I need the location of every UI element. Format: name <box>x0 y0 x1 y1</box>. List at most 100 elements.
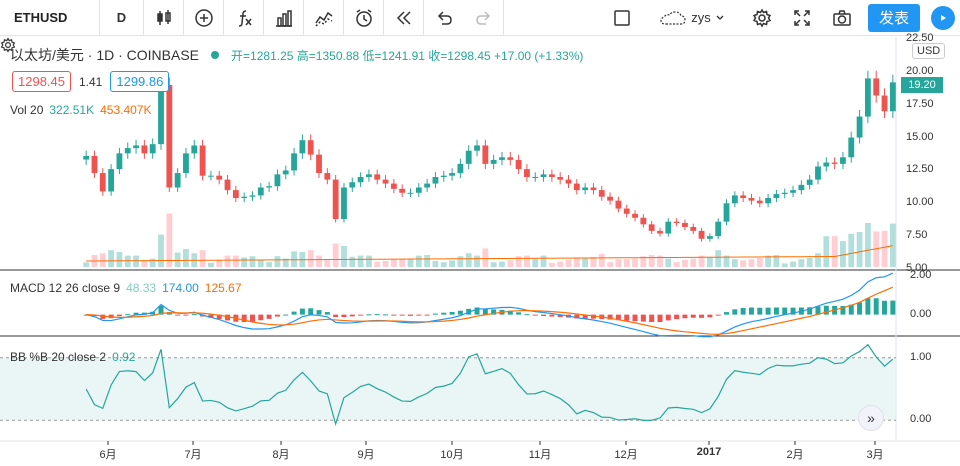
volume-bar <box>474 255 480 267</box>
chart-area[interactable]: 以太坊/美元 · 1D · COINBASE 开=1281.25 高=1350.… <box>0 32 960 466</box>
candle-body <box>424 183 431 188</box>
candle-body <box>831 162 838 164</box>
macd-histogram-bar <box>632 314 638 322</box>
candle-body <box>765 198 772 204</box>
macd-histogram-bar <box>873 298 879 315</box>
macd-histogram-bar <box>532 314 538 316</box>
candle-body <box>731 195 738 204</box>
macd-histogram-bar <box>482 308 488 315</box>
macd-histogram-bar <box>333 314 339 318</box>
volume-bar <box>507 260 514 267</box>
sell-button[interactable]: 1298.45 <box>12 71 71 92</box>
macd-histogram-bar <box>549 314 555 317</box>
bar-chart-icon[interactable] <box>264 0 304 36</box>
macd-histogram-bar <box>266 314 272 319</box>
volume-bar <box>141 260 148 267</box>
indicators-icon[interactable] <box>304 0 344 36</box>
scroll-to-realtime-button[interactable]: » <box>858 405 884 431</box>
symbol-search[interactable]: ETHUSD <box>0 0 100 36</box>
candles-icon[interactable] <box>144 0 184 36</box>
cloud-icon <box>660 10 686 25</box>
replay-icon[interactable] <box>384 0 424 36</box>
macd-histogram-bar <box>657 314 663 323</box>
play-button[interactable] <box>926 0 960 36</box>
chart-settings-gear-icon[interactable] <box>0 37 16 53</box>
macd-histogram-bar <box>324 312 330 315</box>
volume-bar <box>756 258 763 267</box>
macd-histogram-bar <box>432 313 438 315</box>
time-tick-label: 12月 <box>614 449 638 461</box>
candle-body <box>108 169 115 192</box>
candle-body <box>249 195 256 197</box>
macd-histogram-bar <box>341 314 347 318</box>
time-tick-label: 2月 <box>786 449 804 461</box>
camera-icon[interactable] <box>822 0 862 36</box>
macd-histogram-bar <box>474 307 480 315</box>
bb-tick-label: 0.00 <box>910 413 932 426</box>
macd-histogram-bar <box>241 314 247 323</box>
settings-gear-icon[interactable] <box>742 0 782 36</box>
volume-bar <box>524 255 530 267</box>
candle-body <box>199 145 206 176</box>
macd-histogram-bar <box>715 314 721 316</box>
candle-body <box>590 187 597 191</box>
fullscreen-box-icon[interactable] <box>602 0 642 36</box>
macd-histogram-bar <box>158 305 164 315</box>
interval-selector[interactable]: D <box>100 0 144 36</box>
volume-bar <box>557 261 564 267</box>
candle-body <box>216 175 223 180</box>
volume-bar <box>149 258 156 267</box>
buy-button[interactable]: 1299.86 <box>110 71 170 92</box>
candle-body <box>524 169 530 177</box>
candle-body <box>174 173 181 188</box>
volume-bar <box>632 258 638 267</box>
macd-histogram-bar <box>258 314 264 321</box>
volume-bar <box>133 255 139 267</box>
volume-bar <box>615 259 622 267</box>
candle-body <box>490 159 497 164</box>
candle-body <box>873 78 880 96</box>
candle-body <box>415 187 422 193</box>
price-tick-label: 7.50 <box>906 229 928 242</box>
macd-histogram-bar <box>823 305 829 315</box>
candle-body <box>557 177 564 180</box>
volume-bar <box>856 232 863 267</box>
candle-body <box>474 145 480 151</box>
candle-body <box>665 221 672 234</box>
volume-bar <box>864 223 871 267</box>
volume-bar <box>673 262 680 267</box>
candle-body <box>282 170 289 175</box>
candle-body <box>715 221 722 237</box>
chart-canvas[interactable] <box>0 37 960 466</box>
currency-label[interactable]: USD <box>912 43 946 59</box>
candle-body <box>615 200 622 209</box>
macd-histogram-bar <box>191 314 197 316</box>
candle-body <box>141 145 148 154</box>
volume-bar <box>823 236 830 267</box>
volume-bar <box>573 257 580 267</box>
candle-body <box>548 174 555 177</box>
volume-bar <box>415 255 422 267</box>
toolbar-spacer <box>504 0 602 36</box>
macd-histogram-bar <box>815 306 821 315</box>
publish-button[interactable]: 发表 <box>868 3 920 32</box>
candle-body <box>598 190 605 197</box>
candle-body <box>116 153 123 170</box>
fullscreen-icon[interactable] <box>782 0 822 36</box>
candle-body <box>889 82 896 112</box>
macd-histogram-bar <box>699 314 705 318</box>
volume-bar <box>316 255 322 267</box>
alarm-icon[interactable] <box>344 0 384 36</box>
layout-selector[interactable]: zys <box>642 0 742 36</box>
candle-body <box>657 230 663 234</box>
macd-histogram-bar <box>690 314 696 318</box>
volume-bar <box>424 255 431 267</box>
fx-icon[interactable] <box>224 0 264 36</box>
close-value: 1298.45 <box>447 48 491 63</box>
add-indicator-icon[interactable] <box>184 0 224 36</box>
volume-bar <box>499 261 505 267</box>
undo-icon[interactable] <box>424 0 464 36</box>
candle-body <box>465 150 472 164</box>
price-tick-label: 5.00 <box>906 262 928 274</box>
macd-histogram-bar <box>607 314 613 320</box>
